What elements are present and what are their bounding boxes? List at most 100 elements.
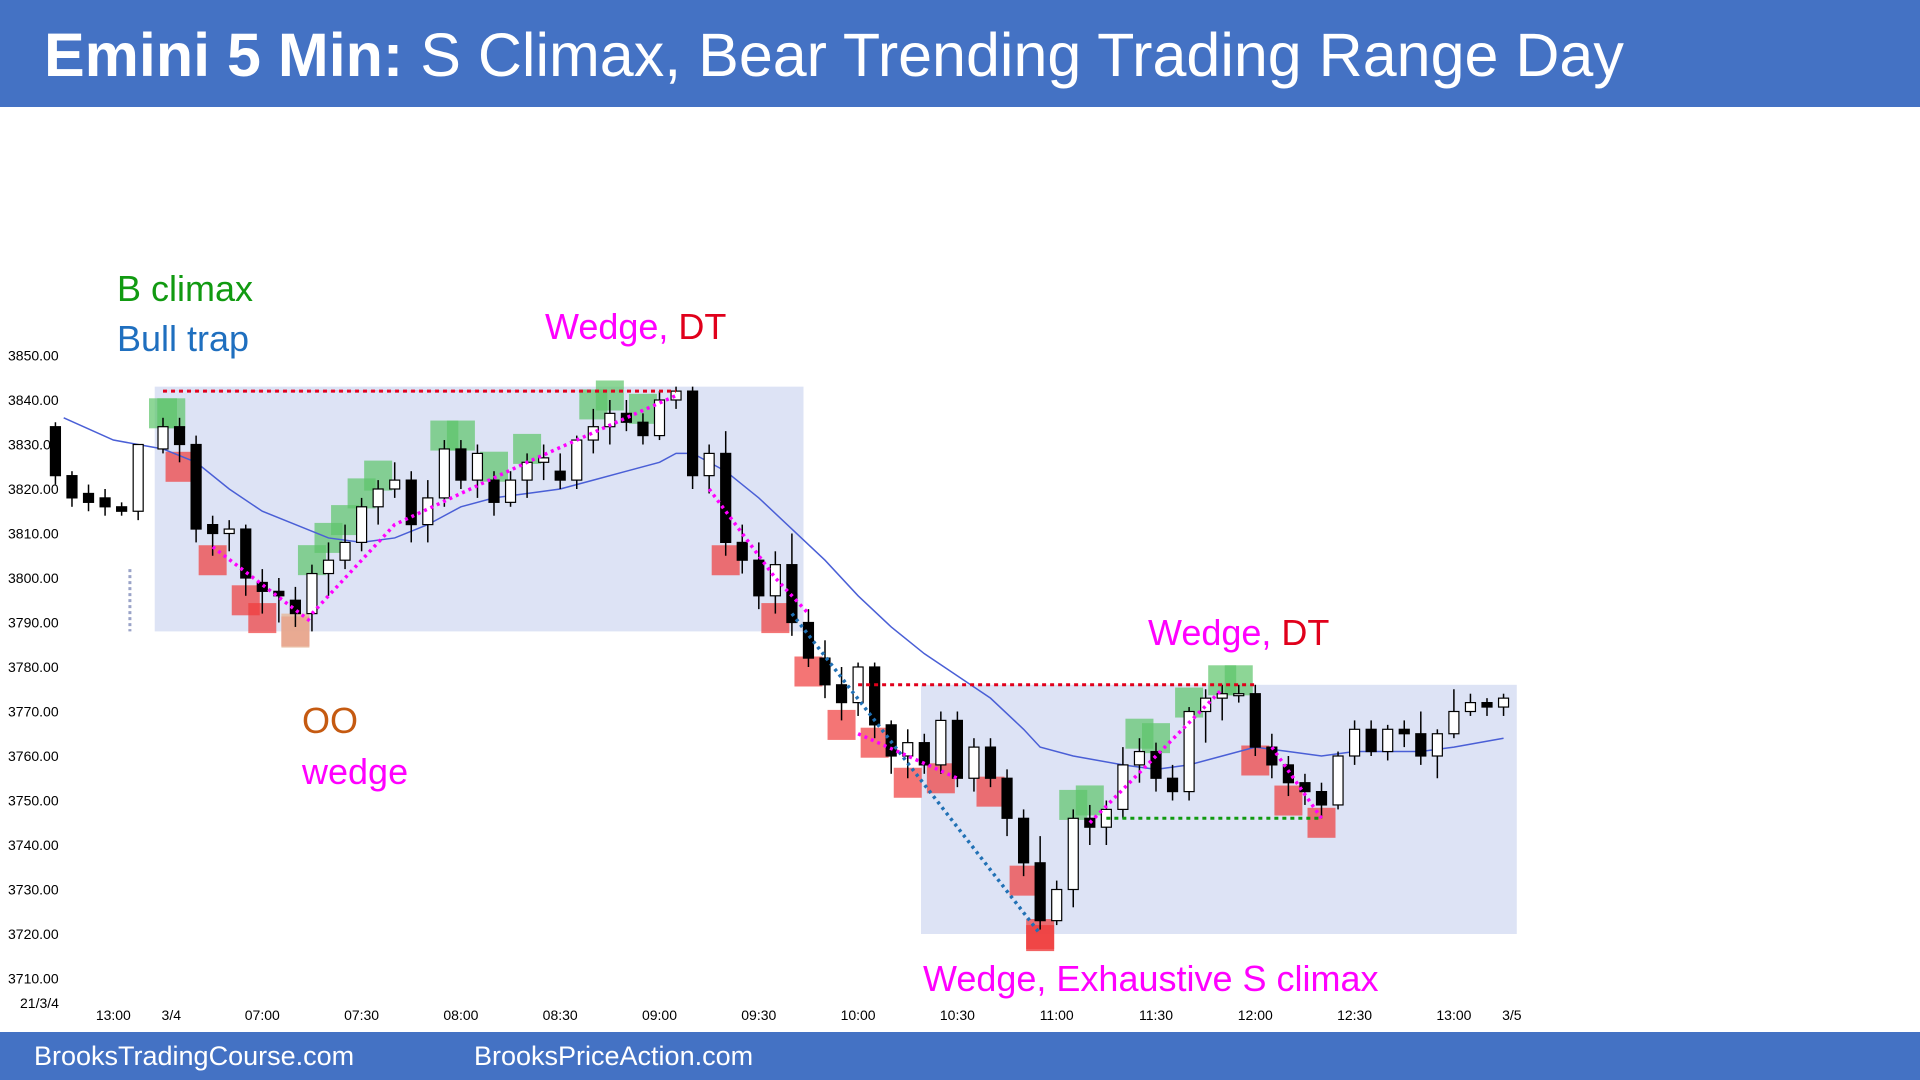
candle: [869, 662, 881, 739]
candle-body: [1464, 701, 1477, 713]
candle: [538, 444, 550, 481]
candle-body: [1183, 710, 1195, 793]
candle-body: [686, 390, 699, 477]
candle: [935, 711, 947, 774]
candle-body: [1133, 750, 1146, 766]
y-tick-label: 3830.00: [8, 437, 59, 453]
y-tick-label: 3820.00: [8, 481, 59, 497]
candle: [753, 542, 765, 610]
candle: [1117, 747, 1129, 819]
candle: [1348, 720, 1361, 765]
y-tick-label: 3810.00: [8, 526, 59, 542]
candle: [1150, 742, 1162, 792]
candle-body: [554, 470, 566, 481]
candle: [389, 462, 401, 498]
candle: [587, 408, 599, 454]
candle-body: [802, 621, 815, 659]
candle: [736, 524, 748, 574]
candle: [471, 444, 484, 498]
candle: [455, 440, 467, 489]
candle: [703, 444, 715, 494]
candle: [620, 400, 633, 432]
candle-body: [968, 746, 980, 779]
candle-body: [1249, 693, 1261, 748]
candle-body: [223, 528, 235, 535]
candle: [1051, 880, 1063, 926]
date-label: 21/3/4: [20, 995, 59, 1011]
x-tick-label: 10:00: [841, 1007, 876, 1023]
x-axis: 13:00 3/4 07:00 07:30 08:00 08:30 09:00 09:30 10…: [96, 1007, 1522, 1023]
bear-trend-line: [790, 612, 1042, 936]
candle: [372, 480, 384, 525]
candle-body: [869, 666, 881, 726]
candle-body: [1034, 862, 1046, 922]
candle-body: [1497, 697, 1510, 708]
candle: [1497, 693, 1510, 716]
candle: [1398, 720, 1410, 748]
candle-body: [819, 657, 831, 686]
candle-body: [1448, 710, 1460, 735]
candle-body: [1017, 817, 1030, 864]
candle-body: [455, 448, 467, 481]
wedge-line-3: [707, 487, 810, 615]
wedge-line-5: [1088, 688, 1224, 824]
y-tick-label: 3720.00: [8, 926, 59, 942]
candle-body: [703, 452, 715, 477]
y-tick-label: 3790.00: [8, 615, 59, 631]
annotation-wedge-2: Wedge,: [1148, 612, 1282, 653]
candle: [1067, 809, 1079, 908]
candle-body: [902, 742, 914, 757]
candle-body: [438, 448, 450, 499]
x-tick-label: 12:30: [1337, 1007, 1372, 1023]
candle: [1166, 764, 1179, 801]
candle: [339, 524, 351, 570]
candle: [819, 640, 831, 699]
x-tick-label: 3/4: [162, 1007, 182, 1023]
candlestick-chart: 3850.00 3840.00 3830.00 3820.00 3810.00 3800.…: [8, 348, 1522, 1024]
y-axis: 3850.00 3840.00 3830.00 3820.00 3810.00 3800.…: [8, 348, 59, 987]
candle: [720, 431, 732, 556]
candle: [1382, 724, 1394, 761]
candle: [852, 662, 864, 716]
annotation-oo-wedge: wedge: [302, 751, 409, 792]
candle: [1282, 756, 1295, 797]
candle-body: [372, 488, 384, 508]
candle: [1233, 684, 1245, 703]
candle: [1315, 782, 1328, 819]
y-tick-label: 3840.00: [8, 392, 59, 408]
candle: [190, 435, 202, 543]
candle-body: [422, 497, 434, 526]
candle-body: [637, 421, 649, 437]
x-tick-label: 13:00: [96, 1007, 131, 1023]
candle-body: [1431, 733, 1443, 757]
x-tick-label: 07:00: [245, 1007, 280, 1023]
candle-body: [984, 746, 997, 779]
premarket-candle: [82, 484, 95, 512]
candle-body: [488, 479, 500, 503]
candle-body: [1150, 750, 1162, 779]
footer-link-brookspriceaction[interactable]: BrooksPriceAction.com: [474, 1041, 754, 1071]
candle-body: [521, 461, 533, 481]
candle: [918, 733, 930, 774]
candle-body: [653, 399, 666, 437]
candle-body: [1348, 728, 1361, 757]
candle: [1034, 836, 1046, 930]
candle: [1249, 684, 1261, 756]
candle-body: [835, 684, 848, 704]
wedge-line-6: [1270, 746, 1323, 820]
candle-body: [1332, 755, 1344, 806]
candle-body: [157, 426, 169, 450]
x-tick-label: 13:00: [1436, 1007, 1471, 1023]
x-tick-label: 11:30: [1139, 1007, 1173, 1023]
candle: [802, 609, 815, 667]
candle: [554, 453, 566, 489]
footer-link-brookstradingcourse[interactable]: BrooksTradingCourse.com: [34, 1041, 355, 1071]
candle-body: [1282, 764, 1295, 784]
candle: [1133, 738, 1146, 783]
candle: [223, 520, 235, 552]
candle: [686, 386, 699, 489]
candle: [240, 524, 252, 596]
candle: [157, 417, 169, 454]
candle-body: [49, 426, 62, 477]
ema-line: [63, 417, 1504, 771]
